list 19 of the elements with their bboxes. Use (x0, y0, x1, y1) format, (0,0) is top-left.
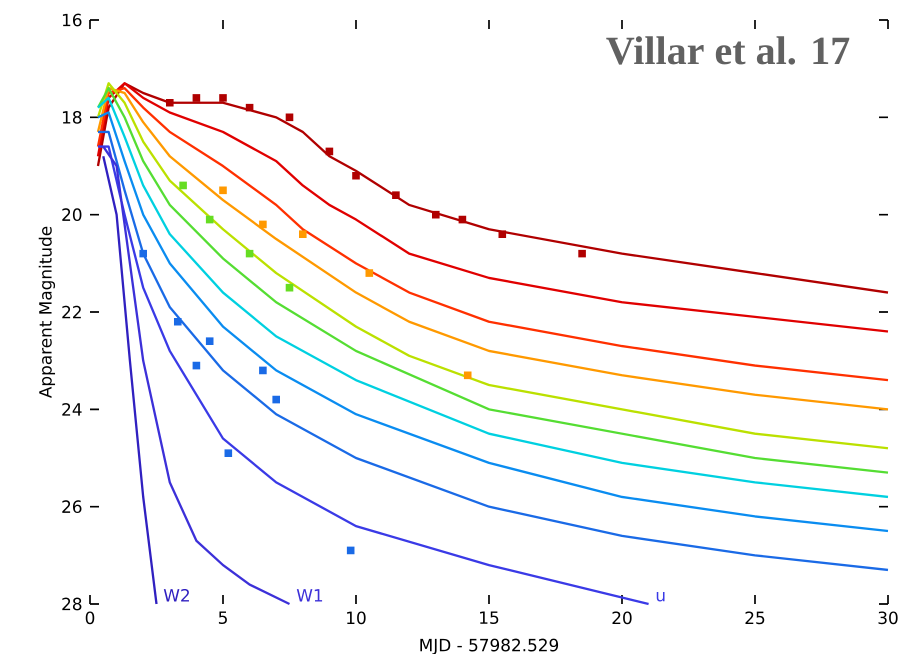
y-tick-label: 22 (62, 306, 81, 318)
annotation: Villar et al. 17 (606, 36, 850, 65)
series-label: u (656, 592, 665, 602)
series-label: W1 (296, 589, 322, 602)
x-tick-label: 0 (86, 611, 94, 624)
y-tick-label: 24 (62, 403, 82, 416)
y-tick-label: 20 (62, 208, 82, 222)
y-tick-label: 28 (62, 598, 82, 610)
series-label: W2 (164, 588, 189, 602)
x-tick-label: 30 (878, 611, 898, 624)
x-tick-label: 25 (745, 611, 764, 624)
y-tick-label: 18 (62, 110, 82, 124)
x-tick-label: 5 (218, 611, 227, 624)
x-tick-label: 20 (612, 611, 632, 624)
y-tick-label: 16 (62, 14, 82, 26)
y-axis-title: Apparent Magnitude (38, 226, 56, 398)
x-tick-label: 15 (480, 611, 498, 624)
x-tick-label: 10 (347, 611, 366, 624)
y-tick-label: 26 (62, 500, 82, 514)
